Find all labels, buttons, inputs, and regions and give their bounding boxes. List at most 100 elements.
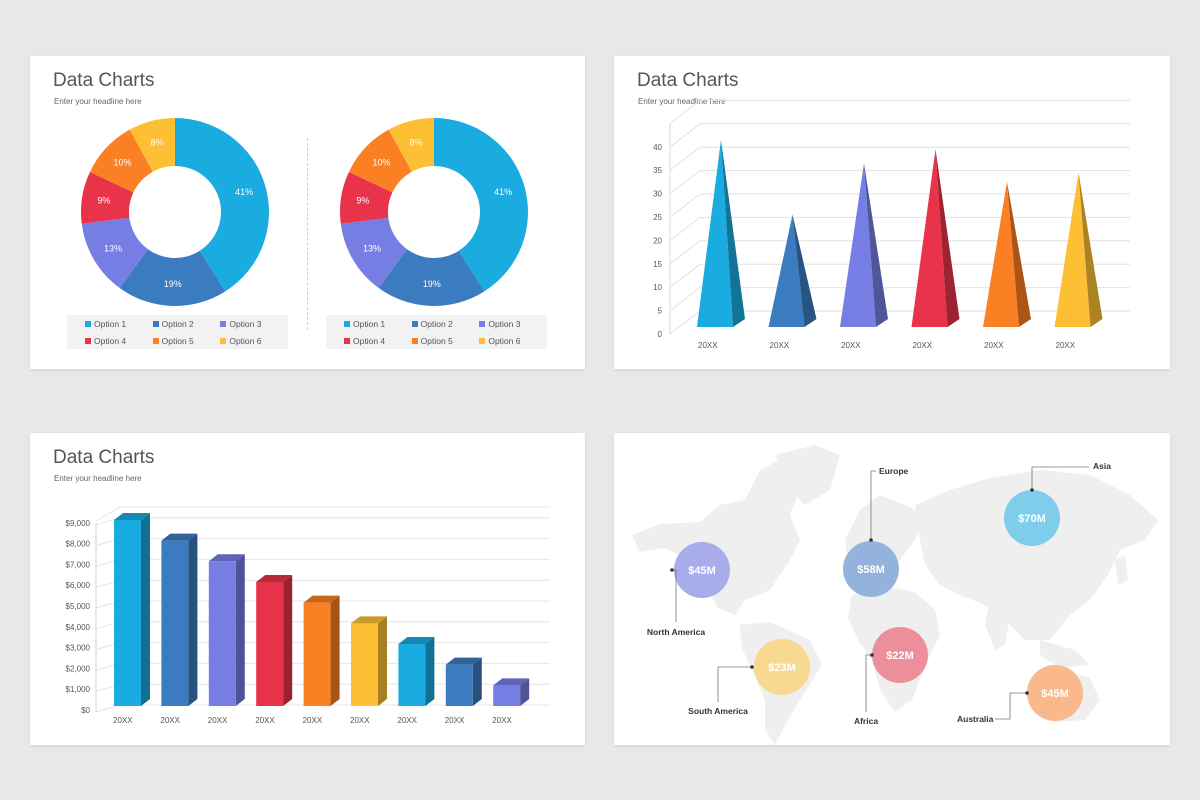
donut-slice-3 (81, 217, 148, 289)
legend-swatch (344, 321, 350, 328)
anchor-dot (670, 568, 674, 572)
pyramid-1 (697, 139, 733, 327)
region-bubble[interactable] (1027, 665, 1083, 721)
bar-top (256, 574, 293, 582)
legend-swatch (85, 337, 91, 344)
legend-item: Option 2 (411, 319, 480, 330)
legend-label: Option 1 (353, 319, 386, 330)
bar-side (141, 512, 150, 706)
legend-item: Option 1 (344, 319, 412, 330)
bar-top (208, 554, 245, 562)
region-value: $58M (857, 564, 885, 576)
legend-swatch (344, 337, 350, 344)
region-south-america[interactable]: $23M South America (688, 639, 810, 716)
region-bubble[interactable] (754, 639, 810, 695)
pyramid-side (792, 214, 817, 327)
region-bubble[interactable] (674, 542, 730, 598)
y-tick: 30 (653, 190, 662, 199)
slice-label: 10% (373, 158, 391, 168)
region-bubble[interactable] (872, 627, 928, 683)
pyramid-5 (983, 181, 1019, 327)
y-tick: 0 (658, 330, 663, 339)
legend-swatch (479, 321, 486, 328)
y-tick: 40 (653, 143, 662, 152)
bar-7 (398, 643, 426, 706)
bar-top (303, 595, 340, 603)
bar-side (472, 657, 482, 706)
continent-shape (775, 445, 840, 505)
bar-top (114, 512, 150, 520)
donut-slice-2 (119, 249, 226, 306)
y-tick: $6,000 (66, 581, 91, 590)
bar-top (398, 636, 435, 644)
x-tick: 20XX (397, 716, 417, 725)
bar-top (351, 616, 387, 624)
legend-swatch (411, 337, 418, 344)
y-tick: $0 (81, 706, 90, 715)
x-tick: 20XX (350, 716, 370, 725)
world-map: $45M North America $23M South America $58M Eu… (632, 445, 1158, 745)
bar-8 (445, 664, 473, 706)
continent-shape (1040, 640, 1090, 668)
leader-line (995, 692, 1027, 720)
region-north-america[interactable]: $45M North America (647, 542, 730, 637)
card-subtitle: Enter your headline here (54, 97, 142, 106)
donut-slice-4 (80, 171, 134, 224)
region-europe[interactable]: $58M Europe (843, 466, 909, 597)
x-tick: 20XX (492, 716, 512, 725)
legend-label: Option 3 (229, 319, 262, 330)
x-tick: 20XX (1056, 341, 1076, 350)
bar-chart: $0 $1,000 $2,000 $3,000 $4,000 $5,000 $6,000 $7… (66, 506, 550, 725)
y-tick: 20 (653, 236, 662, 245)
bar-6 (351, 623, 378, 706)
y-tick: 35 (653, 166, 662, 175)
slice-label: 13% (363, 244, 381, 254)
y-tick: $5,000 (66, 602, 91, 611)
anchor-dot (870, 653, 874, 657)
region-africa[interactable]: $22M Africa (854, 627, 928, 726)
pyramid-side (864, 163, 888, 327)
pyramid-side (1078, 172, 1103, 327)
x-tick: 20XX (445, 716, 465, 725)
x-tick: 20XX (255, 716, 275, 725)
continent-shape (1115, 555, 1128, 585)
slice-label: 13% (104, 244, 122, 254)
y-tick: 15 (653, 260, 662, 269)
region-asia[interactable]: $70M Asia (1004, 461, 1111, 546)
region-value: $23M (768, 662, 796, 674)
donut-slice-5 (89, 129, 153, 193)
x-tick: 20XX (913, 341, 933, 350)
region-bubble[interactable] (1004, 490, 1060, 546)
region-value: $45M (688, 565, 716, 577)
region-label: Europe (879, 466, 909, 476)
dashed-divider (307, 138, 308, 330)
continent-shape (985, 600, 1010, 650)
pyramid-side (1007, 181, 1031, 327)
slice-label: 10% (114, 158, 132, 168)
legend-item: Option 6 (479, 336, 547, 347)
slice-label: 41% (494, 187, 512, 197)
legend-swatch (220, 321, 227, 328)
card-title: Data Charts (637, 70, 739, 91)
donut-slice-3 (340, 217, 407, 289)
region-bubble[interactable] (843, 541, 899, 597)
x-tick: 20XX (770, 341, 790, 350)
bar-top (445, 657, 482, 665)
region-australia[interactable]: $45M Australia (957, 665, 1083, 724)
x-tick: 20XX (303, 716, 323, 725)
pyramid-side (721, 139, 745, 327)
leader-line (717, 666, 752, 702)
donut-legend-right: Option 1 Option 2 Option 3 Option 4 Option 5… (326, 315, 547, 349)
region-label: Africa (854, 716, 878, 726)
donut-slice-1 (175, 118, 269, 292)
legend-swatch (152, 321, 159, 328)
bar-side (235, 554, 245, 706)
x-tick: 20XX (698, 341, 718, 350)
legend-item: Option 3 (479, 319, 547, 330)
legend-label: Option 6 (229, 335, 262, 346)
donut-legend-left: Option 1 Option 2 Option 3 Option 4 Option 5… (67, 315, 288, 349)
slice-label: 19% (164, 279, 182, 289)
y-tick: $3,000 (66, 644, 91, 653)
donut-slice-2 (378, 249, 485, 306)
anchor-dot (869, 538, 873, 542)
